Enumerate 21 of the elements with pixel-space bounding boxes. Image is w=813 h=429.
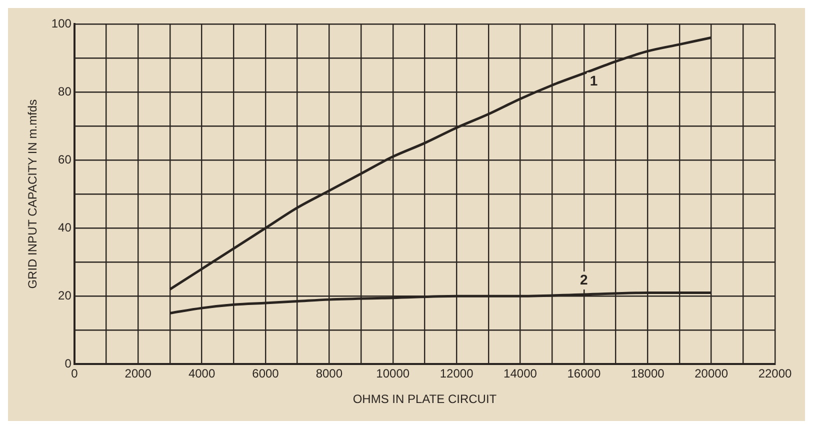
- x-tick-label: 18000: [630, 366, 665, 381]
- x-tick-label: 4000: [188, 366, 216, 381]
- x-tick-label: 10000: [376, 366, 410, 381]
- x-tick-label: 2000: [124, 366, 152, 381]
- x-tick-label: 6000: [252, 366, 280, 381]
- y-tick-label: 100: [51, 16, 72, 30]
- x-tick-label: 12000: [440, 366, 474, 381]
- x-tick-label: 16000: [567, 366, 601, 381]
- x-tick-label: 22000: [758, 366, 792, 381]
- y-tick-label: 60: [58, 152, 72, 166]
- x-axis-title: OHMS IN PLATE CIRCUIT: [352, 392, 498, 406]
- x-tick-label: 20000: [694, 366, 728, 381]
- series-label: 1: [590, 72, 598, 88]
- x-tick-label: 14000: [504, 366, 538, 381]
- y-tick-label: 80: [58, 84, 72, 98]
- y-tick-label: 40: [58, 220, 72, 234]
- series-label: 2: [580, 271, 588, 288]
- y-axis-title: GRID INPUT CAPACITY IN m.mfds: [26, 99, 40, 289]
- y-tick-label: 20: [58, 288, 72, 302]
- y-tick-label: 0: [64, 356, 72, 371]
- x-tick-label: 8000: [316, 366, 343, 381]
